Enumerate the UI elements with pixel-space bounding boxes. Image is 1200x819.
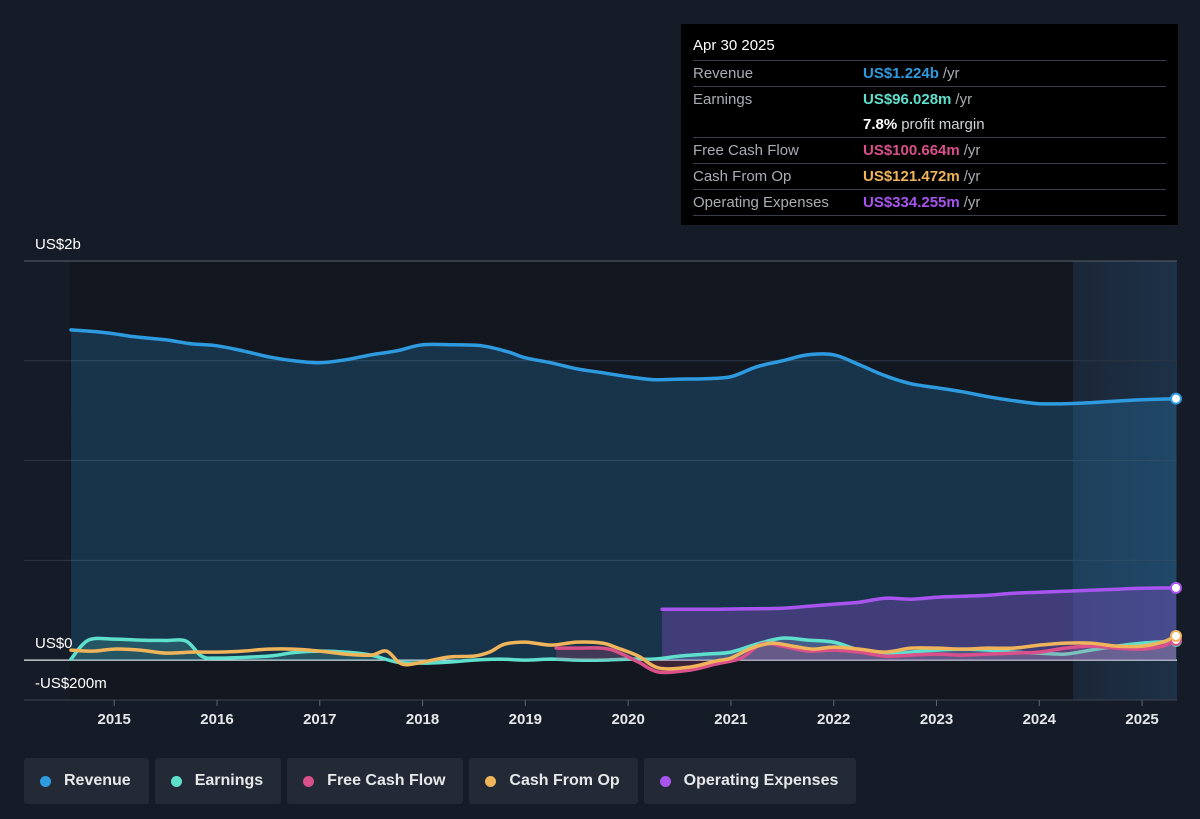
tooltip-date: Apr 30 2025	[693, 37, 775, 54]
legend: Revenue Earnings Free Cash Flow Cash From O…	[24, 758, 857, 804]
x-tick-label: 2015	[98, 711, 131, 728]
series-layer	[69, 328, 1182, 675]
earnings-line	[69, 636, 1178, 665]
legend-label: Operating Expenses	[683, 772, 839, 789]
x-tick-label: 2020	[611, 711, 644, 728]
tooltip-value: US$1.224b	[863, 65, 939, 82]
tooltip-row: Free Cash Flow US$100.664m/yr	[693, 137, 1166, 163]
legend-label: Cash From Op	[509, 772, 620, 789]
cash-from-op-end-point	[1170, 629, 1182, 642]
axis-ticks: US$2b US$0 -US$200m 2015 2016 2017 2018 2019 202…	[35, 236, 1159, 728]
x-tick-label: 2023	[920, 711, 953, 728]
legend-item-revenue[interactable]: Revenue	[24, 758, 149, 804]
revenue-end-point	[1170, 392, 1182, 405]
y-tick-label: US$0	[35, 635, 73, 652]
legend-item-operating-expenses[interactable]: Operating Expenses	[643, 758, 857, 804]
legend-label: Earnings	[194, 772, 264, 789]
x-tick-label: 2016	[200, 711, 233, 728]
x-tick-label: 2025	[1125, 711, 1158, 728]
plot-past-area	[70, 261, 1074, 700]
tooltip-label: Earnings	[693, 91, 753, 108]
legend-dot-icon	[303, 775, 315, 787]
tooltip-unit: /yr	[955, 91, 973, 108]
revenue-line	[69, 328, 1178, 406]
tooltip-value: US$121.472m	[863, 168, 960, 185]
tooltip-unit: /yr	[963, 168, 981, 185]
legend-item-earnings[interactable]: Earnings	[154, 758, 282, 804]
free-cash-flow-line	[554, 638, 1178, 675]
x-tick-label: 2019	[509, 711, 542, 728]
tooltip-value: US$334.255m	[863, 194, 960, 211]
operating-expenses-area	[662, 587, 1176, 661]
plot-recent-area	[1073, 261, 1177, 700]
tooltip-panel: Apr 30 2025 Revenue US$1.224b/yr Earnings U…	[681, 24, 1178, 225]
x-tick-label: 2024	[1023, 711, 1057, 728]
legend-label: Free Cash Flow	[327, 772, 446, 789]
legend-dot-icon	[659, 775, 671, 787]
x-tick-label: 2018	[406, 711, 439, 728]
legend-label: Revenue	[64, 772, 131, 789]
y-tick-label: -US$200m	[35, 675, 107, 692]
tooltip-rows: Revenue US$1.224b/yr Earnings US$96.028m/yr…	[693, 60, 1166, 216]
x-tick-label: 2017	[303, 711, 336, 728]
tooltip-label: Cash From Op	[693, 168, 792, 185]
tooltip-row: 7.8% profit margin	[693, 112, 1166, 137]
tooltip-label: Operating Expenses	[693, 194, 829, 211]
legend-item-cash-from-op[interactable]: Cash From Op	[469, 758, 638, 804]
legend-dot-icon	[170, 775, 182, 787]
tooltip-unit: /yr	[963, 194, 981, 211]
tooltip-unit: /yr	[942, 65, 960, 82]
tooltip-unit: /yr	[963, 142, 981, 159]
tooltip-row: Earnings US$96.028m/yr	[693, 86, 1166, 112]
plot-background	[70, 261, 1177, 700]
tooltip-value: US$100.664m	[863, 142, 960, 159]
cash-from-op-line	[69, 634, 1178, 671]
revenue-area	[71, 329, 1176, 661]
tooltip-row: Operating Expenses US$334.255m/yr	[693, 189, 1166, 216]
operating-expenses-end-point	[1170, 581, 1182, 594]
tooltip-row: Cash From Op US$121.472m/yr	[693, 163, 1166, 189]
tooltip-label	[693, 112, 863, 137]
legend-dot-icon	[485, 775, 497, 787]
x-tick-label: 2022	[817, 711, 850, 728]
tooltip-label: Revenue	[693, 65, 754, 82]
chart-area: US$2b US$0 -US$200m 2015 2016 2017 2018 2019 202…	[24, 236, 1182, 728]
tooltip-value: 7.8%	[863, 116, 898, 133]
legend-dot-icon	[40, 775, 51, 787]
gridlines	[24, 260, 1177, 701]
legend-item-free-cash-flow[interactable]: Free Cash Flow	[287, 758, 464, 804]
x-tick-label: 2021	[714, 711, 747, 728]
y-tick-label: US$2b	[35, 236, 81, 253]
tooltip-row: Revenue US$1.224b/yr	[693, 60, 1166, 86]
tooltip-value: US$96.028m	[863, 91, 952, 108]
tooltip-unit: profit margin	[901, 116, 985, 133]
operating-expenses-line	[660, 586, 1178, 611]
tooltip-label: Free Cash Flow	[693, 142, 799, 159]
